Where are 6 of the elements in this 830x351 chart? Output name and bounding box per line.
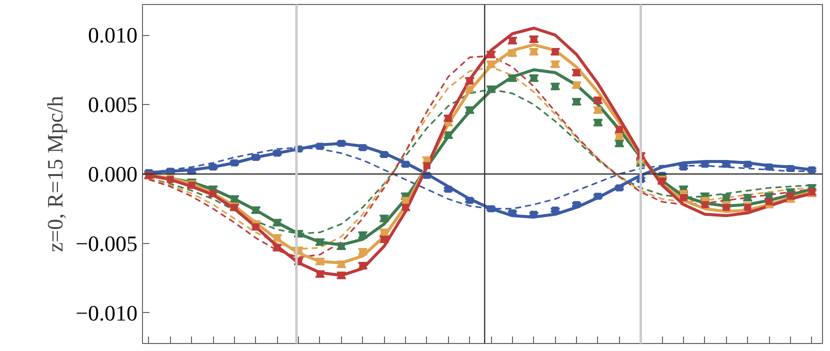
y-tick-label: 0.010 xyxy=(88,22,138,48)
y-tick-label: −0.010 xyxy=(76,300,138,326)
y-axis-title: z=0, R=15 Mpc/h xyxy=(42,96,68,252)
y-tick-label: 0.000 xyxy=(88,162,138,186)
y-tick-label: 0.005 xyxy=(88,92,138,118)
y-tick-label: −0.005 xyxy=(76,230,138,256)
